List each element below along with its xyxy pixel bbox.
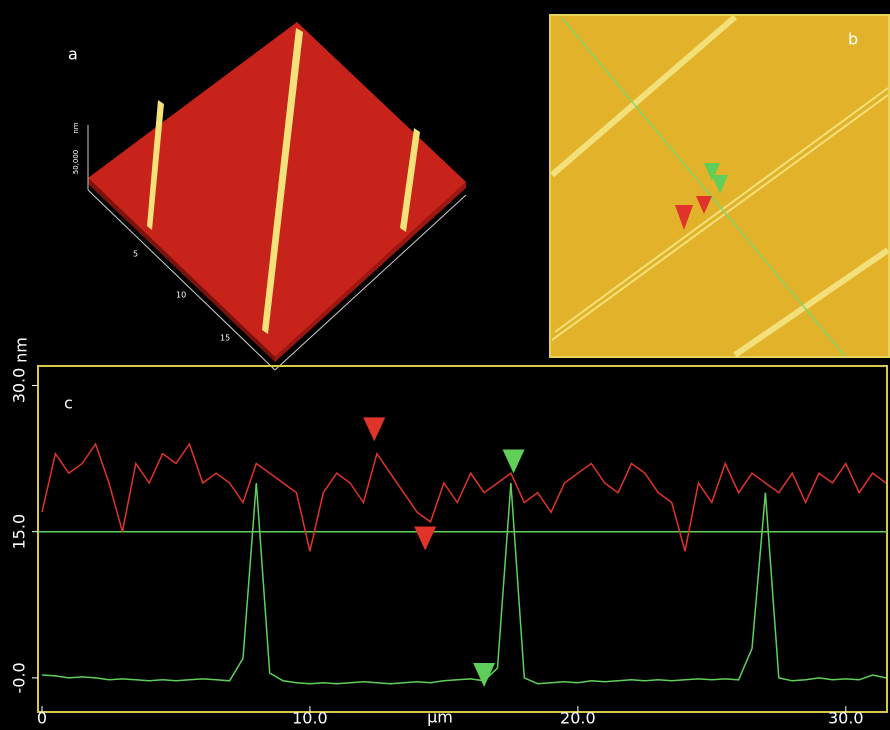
plot-frame xyxy=(37,365,888,713)
x-tick-label: 0 xyxy=(37,709,47,728)
axis xyxy=(274,194,467,371)
x-tick-label: 20.0 xyxy=(560,709,596,728)
surface-edge xyxy=(275,182,466,362)
cursor xyxy=(502,449,525,474)
panel-b: b xyxy=(549,14,890,358)
cursor-icon xyxy=(696,196,712,214)
panel-label: a xyxy=(68,45,78,64)
cursor-icon xyxy=(704,163,720,181)
surface-edge xyxy=(88,178,275,362)
ridge xyxy=(262,28,303,334)
axis xyxy=(87,189,276,371)
stripe xyxy=(551,94,889,341)
stripe xyxy=(550,14,737,178)
z-scale: 50,000 xyxy=(72,150,80,175)
cursor-icon xyxy=(675,205,693,230)
y-axis-label: nm xyxy=(12,337,31,363)
panel-label: c xyxy=(64,394,73,413)
panel-label: b xyxy=(848,30,858,49)
y-tick-label: 30.0 xyxy=(10,368,29,404)
panel-a: a nm 50,000 5 10 15 xyxy=(68,22,467,371)
x-axis-label: µm xyxy=(427,708,453,727)
cursor xyxy=(363,417,386,442)
profile-line xyxy=(41,442,887,552)
cursor xyxy=(473,662,496,687)
axis-tick-label: 15 xyxy=(220,334,230,343)
axis-tick-label: 10 xyxy=(176,291,186,300)
y-tick-label: 15.0 xyxy=(10,514,29,550)
stripe xyxy=(733,247,890,358)
profile-line xyxy=(561,17,846,357)
cursor-icon xyxy=(712,175,728,194)
x-tick-label: 30.0 xyxy=(828,709,864,728)
stripe xyxy=(554,87,889,333)
ridge xyxy=(147,100,164,230)
cursor xyxy=(414,526,437,551)
surface xyxy=(88,22,466,357)
ridge xyxy=(400,128,420,232)
y-tick-label: -0.0 xyxy=(10,662,29,693)
x-tick-label: 10.0 xyxy=(292,709,328,728)
profile-line xyxy=(41,482,887,685)
z-unit: nm xyxy=(72,122,80,133)
axis-tick-label: 5 xyxy=(133,250,138,259)
